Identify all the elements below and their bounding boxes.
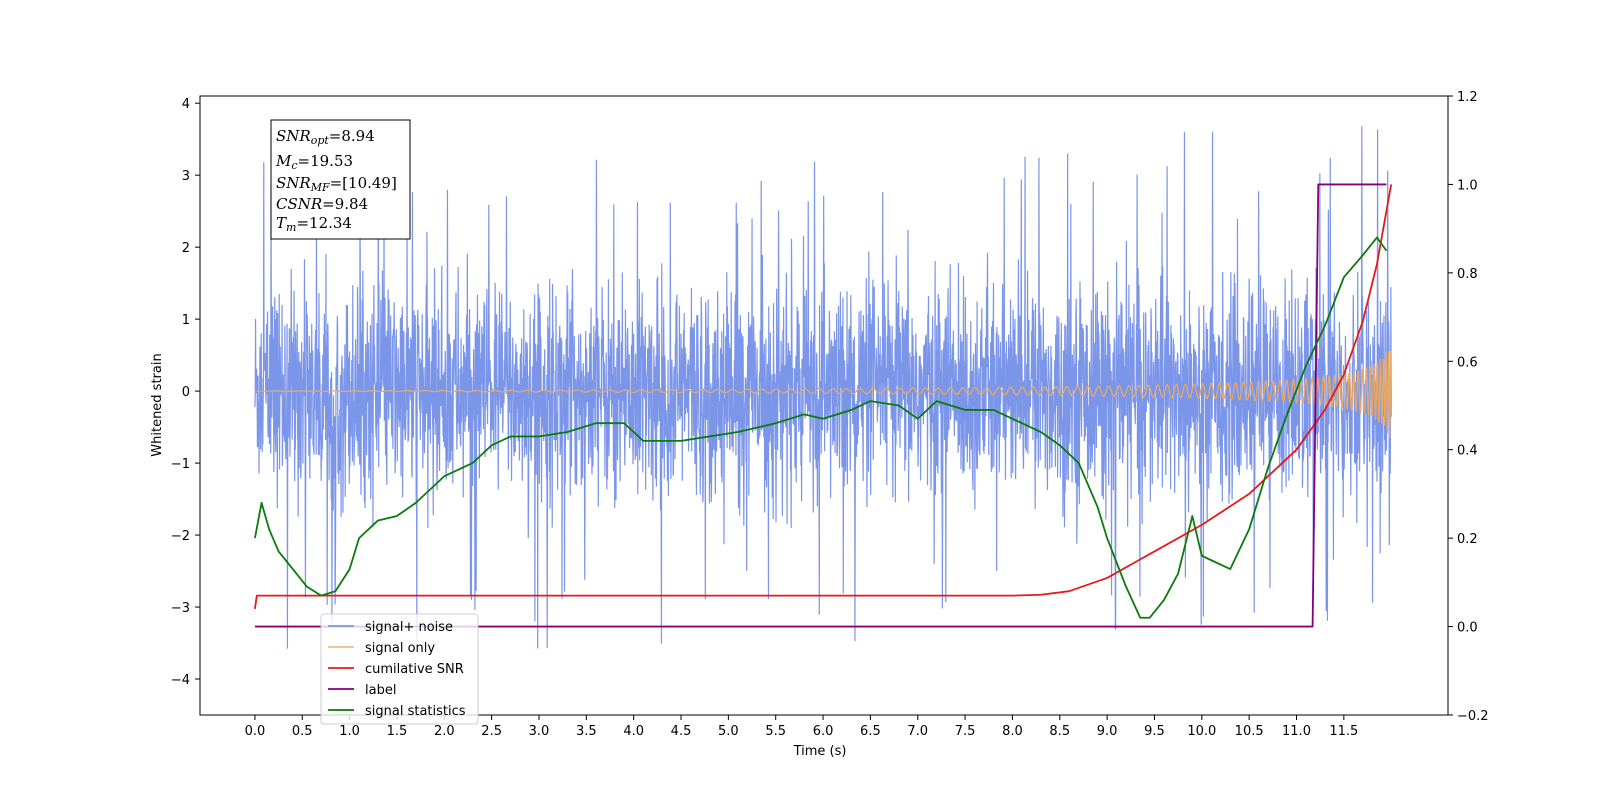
annotation-mc: Mc=19.53 [275, 152, 353, 172]
legend-entry-label: cumilative SNR [365, 662, 464, 677]
y-right-tick-label: 0.2 [1457, 532, 1478, 547]
y-left-tick-label: 0 [182, 385, 190, 400]
y-right-tick-label: 0.6 [1457, 355, 1478, 370]
series-signal-noise [254, 126, 1392, 649]
y-left-tick-label: 1 [182, 313, 190, 328]
series-signal-only [254, 350, 1392, 439]
y-left-tick-label: 3 [182, 169, 190, 184]
x-tick-label: 1.5 [387, 724, 408, 739]
annotation-box: SNRopt=8.94 Mc=19.53 SNRMF=[10.49] CSNR=… [270, 119, 411, 240]
annotation-snr-opt: SNRopt=8.94 [276, 127, 375, 147]
plot-frame [199, 95, 1449, 716]
x-tick-label: 1.0 [339, 724, 360, 739]
legend-entry-label: signal statistics [365, 704, 466, 719]
legend-entry-label: signal+ noise [365, 620, 453, 635]
x-tick-label: 11.0 [1282, 724, 1311, 739]
x-tick-label: 11.5 [1329, 724, 1358, 739]
y-right-tick-label: 0.4 [1457, 444, 1478, 459]
series-signal-statistics [254, 236, 1388, 619]
annotation-tm: Tm=12.34 [276, 214, 352, 234]
y-left-tick-label: 2 [182, 241, 190, 256]
legend: signal+ noise signal only cumilative SNR la… [320, 613, 479, 725]
y-left-tick-label: −3 [171, 601, 190, 616]
x-tick-label: 2.5 [481, 724, 502, 739]
x-tick-label: 5.5 [765, 724, 786, 739]
x-axis: 0.0 0.5 1.0 1.5 2.0 2.5 3.0 3.5 4.0 4.5 5.0 5.5 6.0 6… [245, 715, 1358, 739]
x-tick-label: 9.5 [1144, 724, 1165, 739]
x-tick-label: 6.5 [860, 724, 881, 739]
series-cumulative-snr [254, 184, 1393, 610]
series-label [254, 183, 1387, 628]
x-tick-label: 3.5 [576, 724, 597, 739]
y-axis-label-left: Whitened strain [150, 353, 165, 456]
annotation-snr-mf: SNRMF=[10.49] [276, 174, 397, 194]
y-right-tick-label: 1.0 [1457, 178, 1478, 193]
x-tick-label: 8.0 [1002, 724, 1023, 739]
legend-entry-label: signal only [365, 641, 435, 656]
y-right-tick-label: −0.2 [1457, 709, 1489, 724]
y-right-tick-label: 0.8 [1457, 267, 1478, 282]
y-axis-right: 1.2 1.0 0.8 0.6 0.4 0.2 0.0 −0.2 [1448, 90, 1489, 724]
x-tick-label: 7.5 [955, 724, 976, 739]
x-tick-label: 8.5 [1049, 724, 1070, 739]
x-tick-label: 10.0 [1187, 724, 1216, 739]
y-left-tick-label: −1 [171, 457, 190, 472]
x-tick-label: 0.5 [292, 724, 313, 739]
y-left-tick-label: −2 [171, 529, 190, 544]
x-tick-label: 4.0 [623, 724, 644, 739]
plot-area [254, 126, 1393, 649]
annotation-csnr: CSNR=9.84 [276, 195, 368, 213]
x-tick-label: 10.5 [1235, 724, 1264, 739]
x-tick-label: 5.0 [718, 724, 739, 739]
series-layer [254, 126, 1393, 649]
x-tick-label: 2.0 [434, 724, 455, 739]
x-tick-label: 0.0 [245, 724, 266, 739]
x-tick-label: 9.0 [1097, 724, 1118, 739]
x-tick-label: 3.0 [529, 724, 550, 739]
legend-frame [320, 613, 479, 725]
x-tick-label: 6.0 [813, 724, 834, 739]
legend-entry-label: label [365, 683, 396, 698]
x-axis-label: Time (s) [793, 744, 847, 759]
y-right-tick-label: 0.0 [1457, 621, 1478, 636]
x-tick-label: 4.5 [671, 724, 692, 739]
y-left-tick-label: −4 [171, 673, 190, 688]
y-right-tick-label: 1.2 [1457, 90, 1478, 105]
annotation-frame [270, 119, 411, 240]
y-axis-left: 4 3 2 1 0 −1 −2 −3 −4 [171, 97, 200, 688]
x-tick-label: 7.0 [907, 724, 928, 739]
y-left-tick-label: 4 [182, 97, 190, 112]
